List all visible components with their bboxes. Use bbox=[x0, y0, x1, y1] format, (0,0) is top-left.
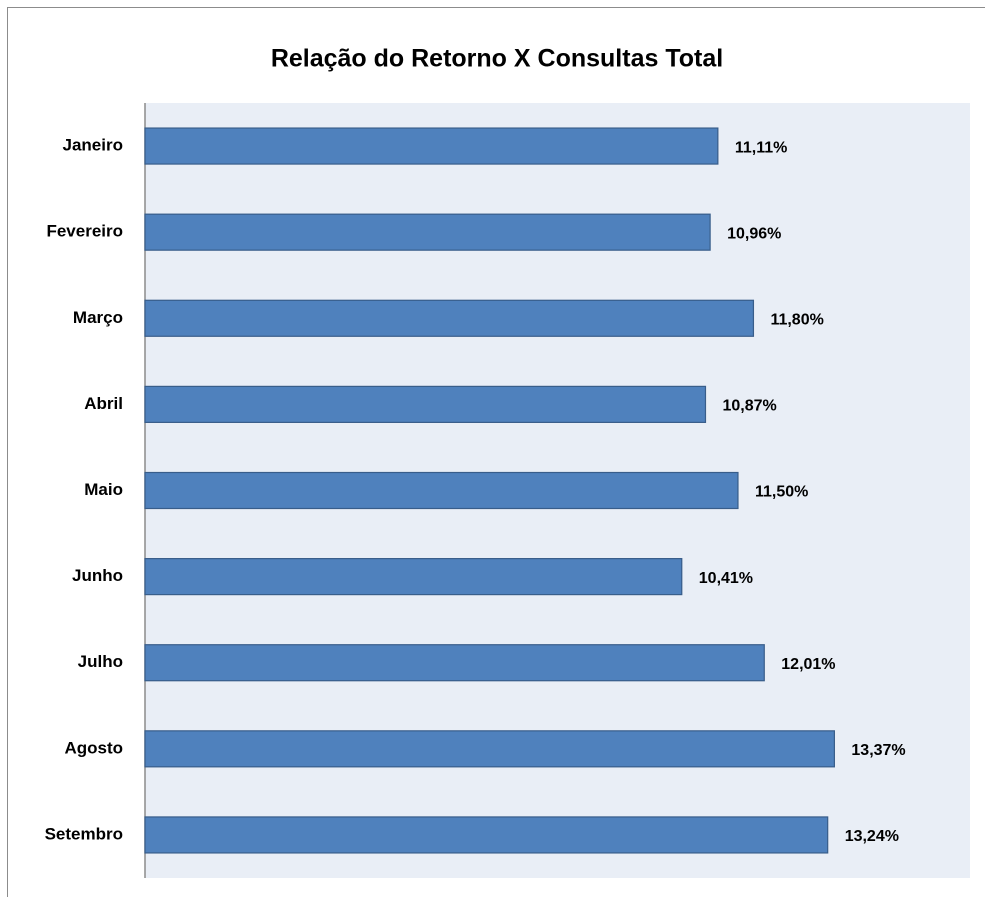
data-label: 11,80% bbox=[770, 311, 823, 328]
data-label: 13,37% bbox=[851, 742, 905, 759]
data-label: 12,01% bbox=[781, 656, 835, 673]
bar bbox=[144, 127, 719, 165]
bar bbox=[144, 644, 765, 682]
chart-title: Relação do Retorno X Consultas Total bbox=[271, 45, 723, 73]
y-tick-label: Maio bbox=[84, 480, 123, 499]
data-label: 10,87% bbox=[722, 398, 776, 415]
data-label: 10,41% bbox=[699, 570, 753, 587]
y-tick-label: Julho bbox=[78, 652, 123, 671]
bar bbox=[144, 213, 711, 251]
y-tick-label: Março bbox=[73, 308, 123, 327]
y-tick-label: Junho bbox=[72, 566, 123, 585]
y-tick-label: Fevereiro bbox=[46, 222, 123, 241]
y-tick-label: Janeiro bbox=[63, 136, 123, 155]
y-tick-label: Abril bbox=[84, 394, 123, 413]
bar bbox=[144, 471, 739, 510]
data-label: 13,24% bbox=[845, 828, 899, 845]
y-tick-label: Setembro bbox=[45, 824, 123, 843]
data-label: 11,11% bbox=[735, 139, 788, 156]
bar bbox=[144, 816, 829, 854]
bar bbox=[144, 730, 835, 768]
bar bbox=[144, 558, 683, 596]
data-label: 10,96% bbox=[727, 225, 781, 242]
bar bbox=[144, 299, 755, 337]
data-label: 11,50% bbox=[755, 484, 808, 501]
bar bbox=[144, 385, 707, 423]
y-tick-label: Agosto bbox=[64, 738, 123, 757]
